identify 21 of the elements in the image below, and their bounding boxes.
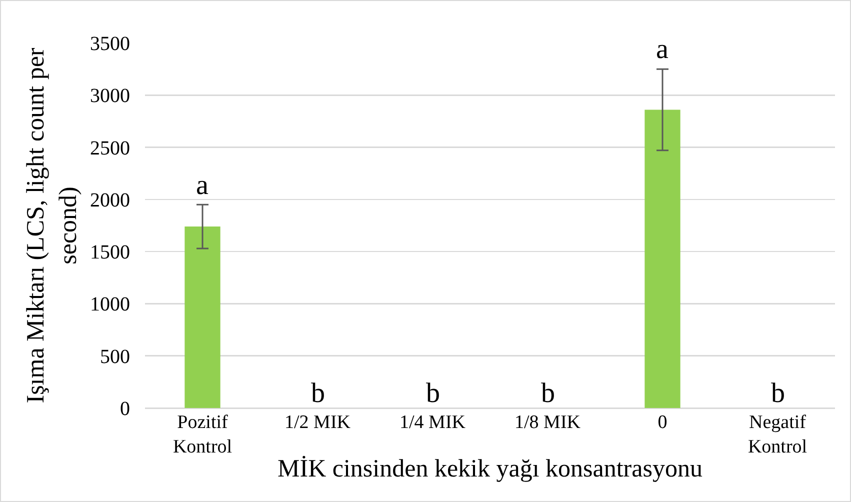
x-tick-label: Negatif Kontrol [748,412,808,458]
x-tick-label: 1/4 MIK [400,412,466,433]
annotation: b [541,378,555,409]
y-tick-label: 2000 [90,189,130,212]
annotation: b [771,378,785,409]
x-tick-label: 1/8 MIK [514,412,581,433]
annotation: b [311,378,325,409]
x-tick-label: Pozitif Kontrol [172,412,232,458]
y-tick-label: 500 [100,346,130,368]
annotation: a [196,170,209,201]
x-tick-label: 0 [658,412,668,433]
y-tick-label: 3000 [90,85,130,108]
annotation: b [426,378,440,409]
annotation: a [656,34,669,65]
y-tick-label: 2500 [90,137,130,160]
y-tick-label: 3500 [90,33,130,55]
x-tick-label: 1/2 MIK [284,412,351,433]
x-axis-title: MİK cinsinden kekik yağı konsantrasyonu [278,456,703,483]
y-axis-title: Işıma Miktarı (LCS, light count per second) [22,47,82,404]
y-tick-label: 1500 [90,242,130,264]
y-tick-label: 1000 [90,294,130,316]
